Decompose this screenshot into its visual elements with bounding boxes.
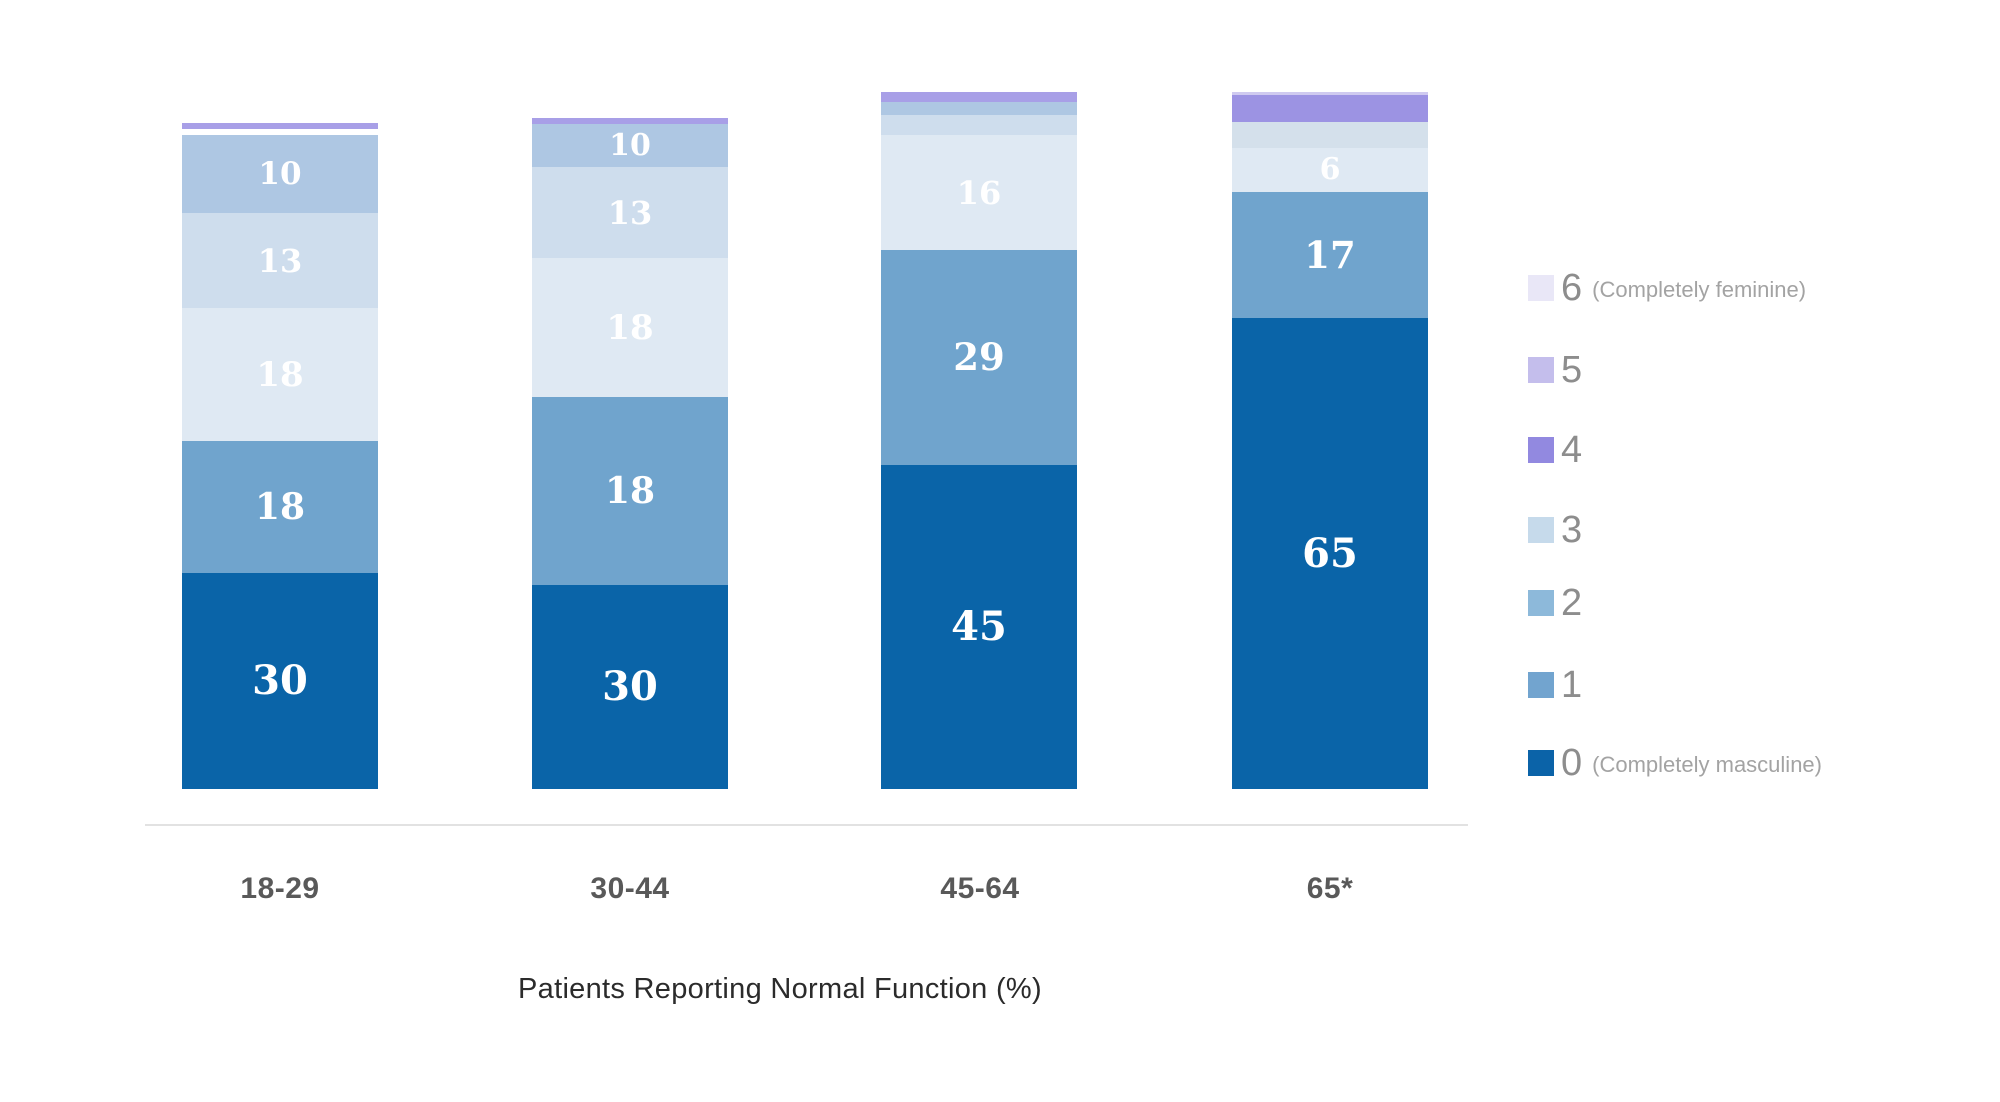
- chart-title: Patients Reporting Normal Function (%): [518, 973, 1042, 1005]
- legend-item-0: 0 (Completely masculine): [1528, 743, 1822, 783]
- bar-segment: 18: [182, 441, 378, 573]
- bar-segment: 65: [1232, 318, 1428, 789]
- legend-swatch: [1528, 672, 1554, 698]
- bar-segment: 45: [881, 465, 1077, 789]
- bar-segment: [532, 118, 728, 124]
- bar-segment: 13: [532, 167, 728, 258]
- bar-segment: 6: [1232, 148, 1428, 192]
- segment-value-label: 13: [607, 193, 653, 232]
- legend-value: 4: [1561, 429, 1583, 471]
- legend-swatch: [1528, 750, 1554, 776]
- legend-note: (Completely masculine): [1592, 752, 1822, 777]
- legend-item-3: 3: [1528, 510, 1582, 550]
- segment-value-label: 65: [1302, 529, 1358, 577]
- bar-segment: 16: [881, 135, 1077, 250]
- legend-swatch: [1528, 437, 1554, 463]
- legend-value: 5: [1561, 349, 1583, 391]
- legend-swatch: [1528, 517, 1554, 543]
- bar-segment: 10: [532, 124, 728, 167]
- legend-item-6: 6 (Completely feminine): [1528, 268, 1806, 308]
- bar-segment: 29: [881, 250, 1077, 465]
- segment-value-label: 29: [953, 335, 1005, 379]
- segment-value-label: 17: [1304, 232, 1356, 277]
- segment-value-label: 6: [1319, 152, 1341, 187]
- segment-value-label: 13: [257, 241, 303, 280]
- segment-value-label: 45: [951, 603, 1007, 650]
- legend-item-1: 1: [1528, 665, 1582, 705]
- legend-value: 3: [1561, 509, 1583, 551]
- bar-segment: [1232, 95, 1428, 122]
- bar-segment: 18: [532, 397, 728, 585]
- bar-65*: 6 17 65: [1232, 0, 1428, 1102]
- bar-segment: 30: [182, 573, 378, 789]
- bar-45-64: 16 29 45: [881, 0, 1077, 1102]
- bar-segment: [1232, 92, 1428, 95]
- legend-item-4: 4: [1528, 430, 1582, 470]
- segment-value-label: 18: [256, 354, 304, 395]
- bar-segment: [1232, 122, 1428, 148]
- x-axis-line: [145, 824, 1468, 826]
- segment-value-label: 10: [609, 127, 651, 163]
- bar-segment: [881, 102, 1077, 115]
- bar-segment: [881, 115, 1077, 135]
- legend-swatch: [1528, 357, 1554, 383]
- bar-segment: 13: [182, 213, 378, 308]
- legend-item-5: 5: [1528, 350, 1582, 390]
- legend-item-2: 2: [1528, 583, 1582, 623]
- segment-value-label: 10: [258, 155, 302, 192]
- bar-18-29: 10 13 18 18 30: [182, 0, 378, 1102]
- x-axis-label-30-44: 30-44: [590, 872, 670, 905]
- bar-segment: 18: [532, 258, 728, 397]
- segment-value-label: 18: [254, 486, 306, 528]
- bar-segment: 17: [1232, 192, 1428, 318]
- segment-value-label: 18: [604, 470, 656, 512]
- bar-segment: 10: [182, 135, 378, 213]
- segment-value-label: 30: [602, 663, 658, 710]
- segment-value-label: 18: [606, 307, 654, 348]
- x-axis-label-18-29: 18-29: [240, 872, 320, 905]
- bar-30-44: 10 13 18 18 30: [532, 0, 728, 1102]
- legend-value: 1: [1561, 664, 1583, 706]
- legend-swatch: [1528, 590, 1554, 616]
- legend-value: 2: [1561, 582, 1583, 624]
- bar-segment: [182, 123, 378, 129]
- x-axis-label-65*: 65*: [1306, 872, 1354, 905]
- legend-value: 0: [1561, 742, 1583, 784]
- legend-note: (Completely feminine): [1592, 277, 1807, 302]
- bar-segment: [881, 92, 1077, 102]
- bar-segment: 30: [532, 585, 728, 789]
- segment-value-label: 30: [252, 657, 308, 704]
- segment-value-label: 16: [956, 173, 1002, 212]
- legend-value: 6: [1561, 267, 1583, 309]
- x-axis-label-45-64: 45-64: [940, 872, 1020, 905]
- bar-segment: 18: [182, 308, 378, 441]
- legend-swatch: [1528, 275, 1554, 301]
